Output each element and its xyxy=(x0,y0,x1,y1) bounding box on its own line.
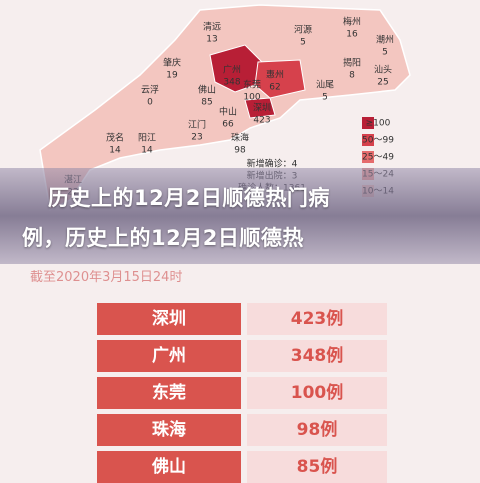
region-value: 14 xyxy=(109,146,121,156)
hot-zone xyxy=(244,97,276,119)
region-value: 5 xyxy=(322,93,328,103)
region-name: 汕头 xyxy=(374,65,392,76)
city: 广州 xyxy=(97,340,241,372)
city: 东莞 xyxy=(97,377,241,409)
region-value: 348 xyxy=(223,78,240,88)
region-value: 5 xyxy=(300,38,306,48)
case-count: 98例 xyxy=(247,414,387,446)
region-name: 江门 xyxy=(188,119,206,131)
table-row: 佛山 85例 xyxy=(97,451,387,483)
title-line: 例，历史上的12月2日顺德热 xyxy=(22,226,304,250)
title-line: 历史上的12月2日顺德热门病 xyxy=(48,186,330,210)
legend-swatch xyxy=(362,117,374,129)
region-value: 423 xyxy=(253,116,270,126)
legend-label: 50～99 xyxy=(362,136,394,146)
table-row: 广州 348例 xyxy=(97,340,387,372)
region-name: 清远 xyxy=(203,21,221,33)
case-count: 423例 xyxy=(247,303,387,335)
region-value: 98 xyxy=(234,146,246,156)
legend-swatch xyxy=(362,151,374,163)
case-count: 85例 xyxy=(247,451,387,483)
region-value: 0 xyxy=(147,98,153,108)
region-name: 汕尾 xyxy=(316,80,334,91)
table-row: 深圳 423例 xyxy=(97,303,387,335)
region-name: 潮州 xyxy=(376,34,394,46)
region-name: 佛山 xyxy=(198,84,216,96)
region-name: 云浮 xyxy=(141,84,159,96)
table-row: 东莞 100例 xyxy=(97,377,387,409)
region-value: 19 xyxy=(166,71,178,81)
region-name: 深圳 xyxy=(253,103,271,114)
stat: 新增确诊：4 xyxy=(247,158,298,170)
region-value: 85 xyxy=(201,98,212,108)
hot-zone xyxy=(254,59,306,99)
region-name: 茂名 xyxy=(106,132,124,144)
table-row: 珠海 98例 xyxy=(97,414,387,446)
region-name: 珠海 xyxy=(231,132,249,144)
region-value: 23 xyxy=(191,133,202,143)
region-value: 66 xyxy=(222,120,234,130)
region-value: 13 xyxy=(206,35,217,45)
region-name: 广州 xyxy=(223,64,241,76)
region-value: 16 xyxy=(346,30,358,40)
region-name: 中山 xyxy=(219,106,237,118)
region-name: 肇庆 xyxy=(163,57,181,69)
region-name: 梅州 xyxy=(343,16,361,28)
city: 深圳 xyxy=(97,303,241,335)
legend-label: ≥100 xyxy=(366,119,391,129)
region-value: 14 xyxy=(141,146,153,156)
city: 珠海 xyxy=(97,414,241,446)
region-name: 东莞 xyxy=(243,79,261,91)
legend-swatch xyxy=(362,134,374,146)
region-name: 阳江 xyxy=(138,133,156,144)
city: 佛山 xyxy=(97,451,241,483)
date: 截至2020年3月15日24时 xyxy=(30,270,183,285)
region-name: 河源 xyxy=(294,24,312,36)
region-value: 25 xyxy=(377,78,388,88)
region-name: 揭阳 xyxy=(343,57,361,69)
title-banner: 历史上的12月2日顺德热门病 例，历史上的12月2日顺德热 xyxy=(0,168,480,264)
province-shape xyxy=(39,4,411,212)
region-value: 8 xyxy=(349,71,355,81)
region-value: 100 xyxy=(243,93,260,103)
case-count: 100例 xyxy=(247,377,387,409)
region-value: 5 xyxy=(382,48,388,58)
legend-label: 25～49 xyxy=(362,153,394,163)
case-count: 348例 xyxy=(247,340,387,372)
region-value: 62 xyxy=(269,83,280,93)
region-name: 惠州 xyxy=(266,69,284,81)
